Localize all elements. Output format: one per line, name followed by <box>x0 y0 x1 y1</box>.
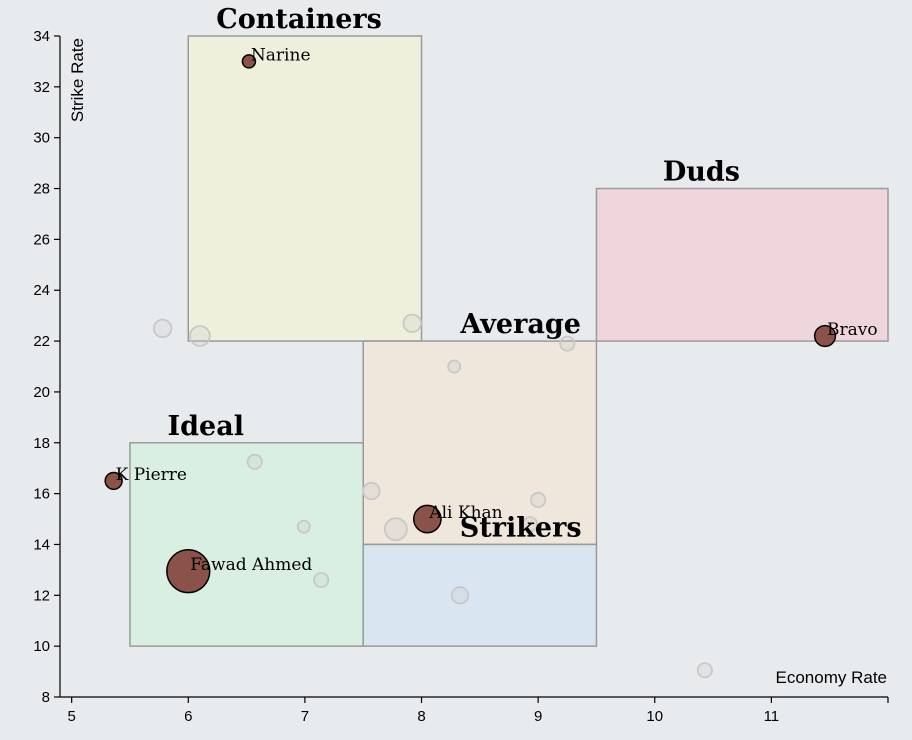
y-tick-label: 14 <box>33 536 50 553</box>
y-tick-label: 34 <box>33 28 50 45</box>
y-tick-label: 32 <box>33 79 50 96</box>
point-narine[interactable] <box>241 54 257 69</box>
y-tick-label: 30 <box>33 130 50 147</box>
y-tick: 8 <box>42 689 60 706</box>
y-tick-label: 20 <box>33 384 50 401</box>
y-tick: 32 <box>33 79 60 96</box>
point-label-ali-khan: Ali Khan <box>428 503 502 523</box>
x-tick-label: 8 <box>417 708 425 725</box>
y-axis-label: Strike Rate <box>68 38 87 122</box>
y-tick-label: 28 <box>33 181 50 198</box>
y-tick: 16 <box>33 486 60 503</box>
y-tick: 18 <box>33 435 60 452</box>
regions-layer <box>129 35 889 647</box>
y-tick-label: 10 <box>33 638 50 655</box>
point-fawad-ahmed[interactable] <box>166 548 211 594</box>
point-ali-khan[interactable] <box>412 504 442 534</box>
region-average <box>362 340 598 546</box>
faded-point <box>383 517 408 542</box>
x-tick-label: 9 <box>534 708 542 725</box>
faded-point <box>313 572 330 589</box>
y-tick: 10 <box>33 638 60 655</box>
y-tick-label: 8 <box>42 689 50 706</box>
point-label-fawad-ahmed: Fawad Ahmed <box>190 555 312 575</box>
y-tick: 28 <box>33 181 60 198</box>
x-tick: 9 <box>534 697 542 725</box>
x-tick-label: 6 <box>184 708 192 725</box>
y-tick: 24 <box>33 282 60 299</box>
point-k-pierre[interactable] <box>104 471 123 491</box>
region-containers <box>187 35 423 342</box>
faded-point <box>447 359 462 374</box>
point-label-k-pierre: K Pierre <box>116 465 187 485</box>
x-tick-label: 11 <box>764 708 780 725</box>
faded-point <box>246 453 263 470</box>
region-title-containers: Containers <box>216 4 382 35</box>
region-title-average: Average <box>459 309 581 340</box>
y-tick-label: 22 <box>33 333 50 350</box>
region-titles-layer: Containers Duds Average Ideal Strikers <box>168 4 740 543</box>
region-ideal <box>129 442 364 647</box>
y-tick: 14 <box>33 536 60 553</box>
y-tick-label: 18 <box>33 435 50 452</box>
faded-point <box>696 662 713 679</box>
y-tick-label: 12 <box>33 587 50 604</box>
x-tick: 10 <box>646 697 663 725</box>
faded-point <box>450 586 470 605</box>
faded-point <box>402 313 422 333</box>
region-title-duds: Duds <box>663 157 740 188</box>
y-tick: 12 <box>33 587 60 604</box>
region-title-strikers: Strikers <box>460 512 582 543</box>
y-tick: 26 <box>33 231 60 248</box>
x-tick: 7 <box>301 697 309 725</box>
axes-layer: 8 10 12 14 16 18 20 22 24 26 28 30 32 34 5 6 7 8 9 10 11 <box>33 28 889 725</box>
point-bravo[interactable] <box>813 324 837 348</box>
x-tick-label: 7 <box>301 708 309 725</box>
y-tick-label: 26 <box>33 231 50 248</box>
faded-points-layer <box>152 313 713 679</box>
highlighted-points-layer: Narine Bravo K Pierre Ali Khan Fawad Ahmed <box>104 45 878 594</box>
faded-point <box>530 491 547 509</box>
y-tick: 34 <box>33 28 60 45</box>
x-axis-label: Economy Rate <box>776 668 888 687</box>
x-tick-label: 10 <box>646 708 663 725</box>
faded-point <box>559 335 576 352</box>
faded-point <box>189 325 211 347</box>
faded-point <box>152 318 173 339</box>
region-duds <box>595 187 889 342</box>
faded-point <box>521 516 539 533</box>
faded-point <box>296 519 311 534</box>
y-tick-label: 24 <box>33 282 50 299</box>
x-tick: 6 <box>184 697 192 725</box>
region-title-ideal: Ideal <box>168 411 244 442</box>
region-strikers <box>362 543 598 647</box>
y-tick: 22 <box>33 333 60 350</box>
point-label-narine: Narine <box>251 45 311 65</box>
x-tick: 11 <box>764 697 780 725</box>
faded-point <box>362 481 381 501</box>
x-tick: 5 <box>67 697 76 725</box>
x-tick-label: 5 <box>67 708 75 725</box>
y-tick: 20 <box>33 384 60 401</box>
point-label-bravo: Bravo <box>827 320 878 340</box>
x-tick: 8 <box>417 697 426 725</box>
y-tick: 30 <box>33 130 60 147</box>
y-tick-label: 16 <box>33 486 50 503</box>
